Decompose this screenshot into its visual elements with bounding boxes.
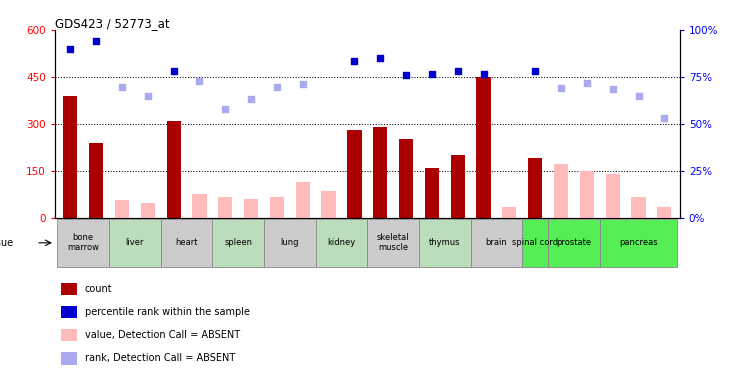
Point bbox=[349, 58, 360, 64]
Text: percentile rank within the sample: percentile rank within the sample bbox=[85, 307, 250, 317]
Bar bbox=[140, 203, 155, 217]
Text: heart: heart bbox=[175, 238, 198, 248]
Text: count: count bbox=[85, 284, 113, 294]
Text: pancreas: pancreas bbox=[619, 238, 658, 248]
Bar bbox=[373, 127, 387, 218]
Bar bbox=[115, 200, 129, 217]
Bar bbox=[471, 219, 522, 267]
Bar bbox=[425, 168, 439, 217]
Bar bbox=[61, 329, 77, 341]
Bar bbox=[61, 283, 77, 295]
Bar bbox=[295, 182, 310, 218]
Bar bbox=[367, 219, 419, 267]
Bar bbox=[580, 171, 594, 217]
Bar bbox=[218, 197, 232, 217]
Point bbox=[555, 85, 567, 91]
Bar bbox=[347, 130, 362, 218]
Bar bbox=[316, 219, 367, 267]
Bar bbox=[477, 77, 491, 218]
Text: kidney: kidney bbox=[327, 238, 355, 248]
Point bbox=[659, 115, 670, 121]
Point bbox=[632, 93, 644, 99]
Bar bbox=[399, 140, 413, 218]
Bar bbox=[450, 155, 465, 218]
Point bbox=[607, 86, 618, 92]
Text: prostate: prostate bbox=[556, 238, 591, 248]
Text: lung: lung bbox=[281, 238, 299, 248]
Bar bbox=[213, 219, 264, 267]
Point bbox=[297, 81, 308, 87]
Bar bbox=[61, 352, 77, 364]
Bar bbox=[599, 219, 677, 267]
Point bbox=[246, 96, 257, 102]
Bar bbox=[58, 219, 109, 267]
Text: value, Detection Call = ABSENT: value, Detection Call = ABSENT bbox=[85, 330, 240, 340]
Text: spleen: spleen bbox=[224, 238, 252, 248]
Bar bbox=[61, 306, 77, 318]
Text: GDS423 / 52773_at: GDS423 / 52773_at bbox=[55, 17, 170, 30]
Point bbox=[91, 38, 102, 44]
Text: tissue: tissue bbox=[0, 238, 14, 248]
Point bbox=[400, 72, 412, 78]
Text: bone
marrow: bone marrow bbox=[67, 234, 99, 252]
Bar bbox=[89, 142, 103, 218]
Text: thymus: thymus bbox=[429, 238, 461, 248]
Text: brain: brain bbox=[485, 238, 507, 248]
Text: liver: liver bbox=[126, 238, 144, 248]
Point bbox=[374, 55, 386, 61]
Bar bbox=[554, 164, 568, 218]
Bar bbox=[657, 207, 672, 218]
Point bbox=[219, 106, 231, 112]
Bar bbox=[192, 194, 207, 217]
Bar bbox=[270, 197, 284, 217]
Text: skeletal
muscle: skeletal muscle bbox=[377, 234, 409, 252]
Bar bbox=[167, 121, 181, 218]
Bar bbox=[632, 197, 645, 217]
Text: rank, Detection Call = ABSENT: rank, Detection Call = ABSENT bbox=[85, 353, 235, 363]
Bar bbox=[244, 199, 258, 217]
Bar bbox=[528, 158, 542, 218]
Point bbox=[64, 46, 76, 52]
Bar bbox=[161, 219, 213, 267]
Bar bbox=[502, 207, 517, 218]
Bar bbox=[264, 219, 316, 267]
Text: spinal cord: spinal cord bbox=[512, 238, 558, 248]
Point bbox=[529, 68, 541, 74]
Point bbox=[116, 84, 128, 90]
Bar bbox=[419, 219, 471, 267]
Bar bbox=[605, 174, 620, 217]
Bar bbox=[109, 219, 161, 267]
Point bbox=[477, 71, 489, 77]
Bar bbox=[548, 219, 599, 267]
Point bbox=[142, 93, 154, 99]
Bar bbox=[322, 191, 336, 217]
Point bbox=[426, 71, 438, 77]
Point bbox=[581, 80, 593, 86]
Point bbox=[271, 84, 283, 90]
Bar bbox=[63, 96, 77, 218]
Bar bbox=[522, 219, 548, 267]
Point bbox=[194, 78, 205, 84]
Point bbox=[452, 68, 463, 74]
Point bbox=[168, 68, 180, 74]
